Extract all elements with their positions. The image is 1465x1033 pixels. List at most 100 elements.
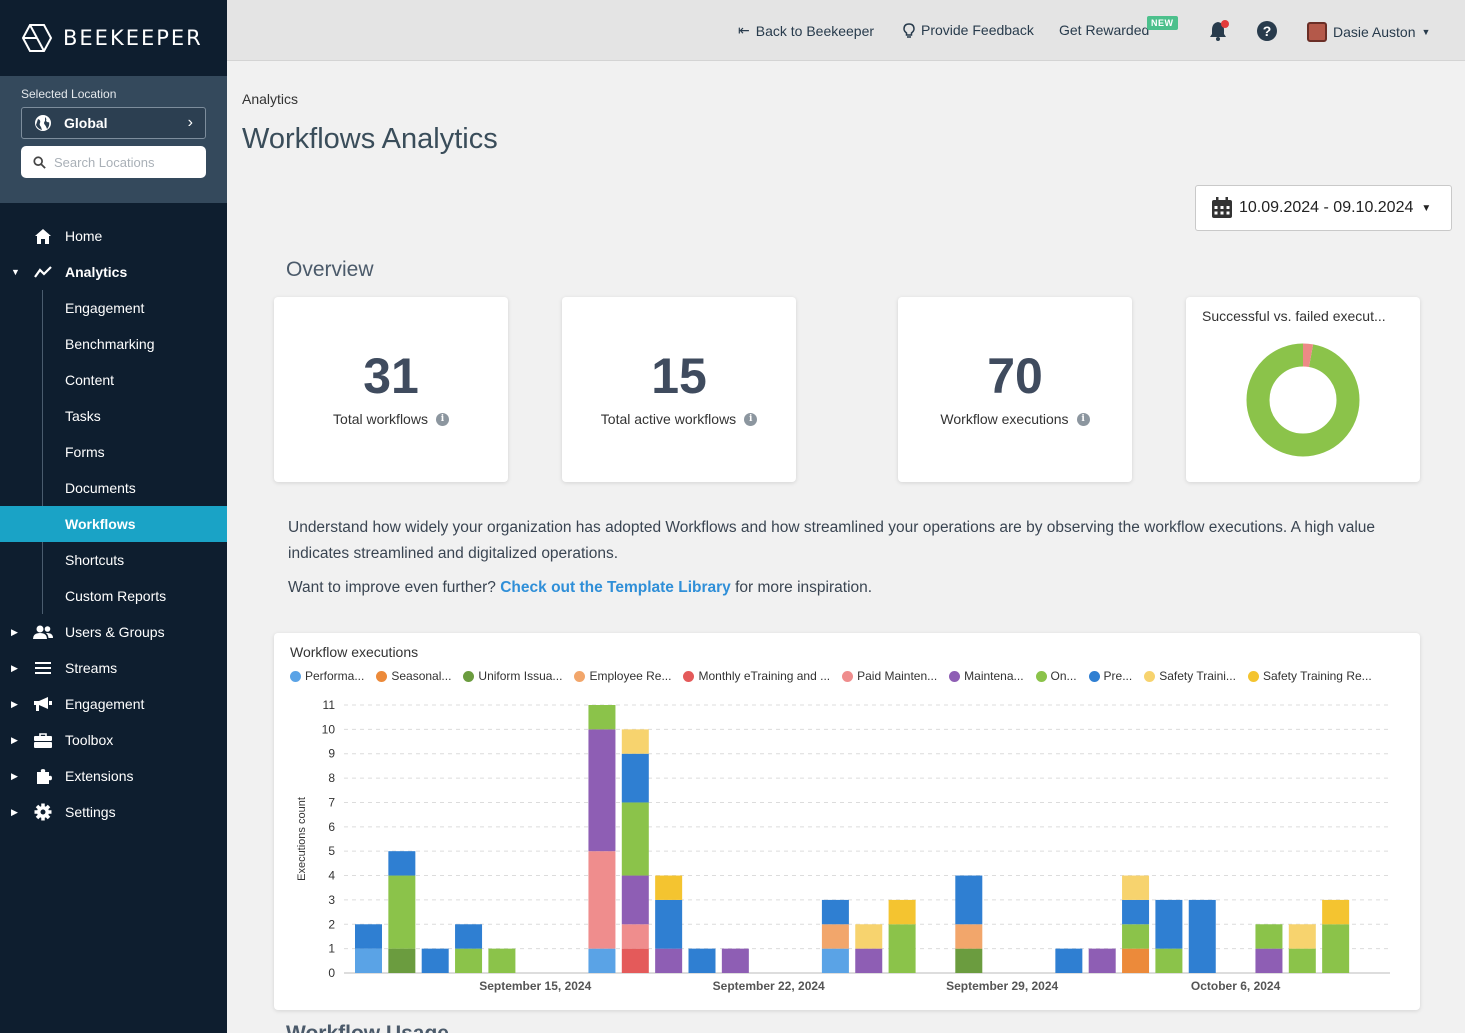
sidebar-subitem-workflows[interactable]: Workflows <box>0 506 227 542</box>
bar-segment[interactable] <box>588 729 616 852</box>
bar-segment[interactable] <box>1155 899 1183 949</box>
sidebar-item-settings[interactable]: ▶ Settings <box>0 794 227 830</box>
bar-segment[interactable] <box>388 948 416 973</box>
sidebar-item-engagement[interactable]: ▶ Engagement <box>0 686 227 722</box>
bar-segment[interactable] <box>955 948 983 973</box>
sidebar-item-home[interactable]: Home <box>0 218 227 254</box>
sidebar-item-users-groups[interactable]: ▶ Users & Groups <box>0 614 227 650</box>
breadcrumb[interactable]: Analytics <box>242 91 299 107</box>
sidebar-subitem-forms[interactable]: Forms <box>0 434 227 470</box>
bar-segment[interactable] <box>355 924 382 949</box>
sidebar-item-streams[interactable]: ▶ Streams <box>0 650 227 686</box>
donut-slice-successful[interactable] <box>1246 343 1360 457</box>
bar-segment[interactable] <box>1055 948 1083 973</box>
legend-item[interactable]: Maintena... <box>949 668 1024 684</box>
bar-segment[interactable] <box>588 705 616 730</box>
legend-item[interactable]: Pre... <box>1088 668 1132 684</box>
bar-segment[interactable] <box>1288 924 1316 949</box>
bar-segment[interactable] <box>421 948 449 973</box>
bar-segment[interactable] <box>1322 924 1350 973</box>
info-icon[interactable]: i <box>435 412 449 426</box>
bar-segment[interactable] <box>1188 899 1216 973</box>
sidebar-subitem-documents[interactable]: Documents <box>0 470 227 506</box>
bar-segment[interactable] <box>621 948 649 973</box>
bar-segment[interactable] <box>655 899 683 949</box>
bar-segment[interactable] <box>621 753 649 803</box>
improve-prefix: Want to improve even further? <box>288 579 496 596</box>
sidebar-subitem-content[interactable]: Content <box>0 362 227 398</box>
sidebar-item-toolbox[interactable]: ▶ Toolbox <box>0 722 227 758</box>
legend-item[interactable]: Employee Re... <box>574 668 671 684</box>
legend-item[interactable]: On... <box>1035 668 1077 684</box>
bar-segment[interactable] <box>655 948 683 973</box>
bar-segment[interactable] <box>888 924 916 973</box>
bar-segment[interactable] <box>621 924 649 949</box>
bar-segment[interactable] <box>1122 875 1150 900</box>
date-range-picker[interactable]: 10.09.2024 - 09.10.2024 ▼ <box>1195 185 1452 231</box>
bar-segment[interactable] <box>588 948 616 973</box>
bar-segment[interactable] <box>655 875 683 900</box>
legend-item[interactable]: Uniform Issua... <box>463 668 562 684</box>
bar-segment[interactable] <box>388 875 416 949</box>
bar-segment[interactable] <box>721 948 749 973</box>
legend-item[interactable]: Seasonal... <box>376 668 451 684</box>
bar-segment[interactable] <box>355 948 382 973</box>
sidebar-item-extensions[interactable]: ▶ Extensions <box>0 758 227 794</box>
bar-segment[interactable] <box>821 948 849 973</box>
legend-item[interactable]: Safety Training Re... <box>1247 668 1372 684</box>
legend-item[interactable]: Monthly eTraining and ... <box>683 668 830 684</box>
bar-segment[interactable] <box>588 851 616 949</box>
notifications-button[interactable] <box>1208 20 1230 47</box>
bar-segment[interactable] <box>821 899 849 925</box>
template-library-link[interactable]: Check out the Template Library <box>500 579 731 596</box>
bar-segment[interactable] <box>1288 948 1316 973</box>
success-failed-donut[interactable] <box>1186 297 1420 482</box>
bar-segment[interactable] <box>1255 948 1283 973</box>
bar-segment[interactable] <box>1122 899 1150 925</box>
bar-segment[interactable] <box>621 875 649 925</box>
user-menu[interactable]: Dasie Auston ▼ <box>1307 22 1430 42</box>
sidebar-subitem-custom-reports[interactable]: Custom Reports <box>0 578 227 614</box>
back-to-beekeeper-link[interactable]: ⇤ Back to Beekeeper <box>738 22 874 39</box>
help-button[interactable]: ? <box>1257 21 1277 46</box>
bar-segment[interactable] <box>1155 948 1183 973</box>
bar-segment[interactable] <box>855 948 883 973</box>
bar-segment[interactable] <box>955 924 983 949</box>
sidebar-subitem-benchmarking[interactable]: Benchmarking <box>0 326 227 362</box>
location-search-input[interactable] <box>54 154 194 170</box>
workflow-executions-chart: 0 1 2 3 4 5 6 7 8 9 10 11 Executions count September … <box>296 698 1390 993</box>
bar-segment[interactable] <box>1322 899 1350 925</box>
subitem-label: Workflows <box>65 516 136 532</box>
sidebar-item-analytics[interactable]: ▼ Analytics <box>0 254 227 290</box>
donut-slice-failed[interactable] <box>1246 343 1360 457</box>
get-rewarded-link[interactable]: Get Rewarded <box>1059 22 1149 38</box>
sidebar-subitem-tasks[interactable]: Tasks <box>0 398 227 434</box>
bar-segment[interactable] <box>688 948 716 973</box>
bar-segment[interactable] <box>455 924 483 949</box>
location-search[interactable] <box>21 146 206 178</box>
bar-segment[interactable] <box>955 875 983 925</box>
bar-segment[interactable] <box>388 851 416 876</box>
legend-item[interactable]: Safety Traini... <box>1144 668 1236 684</box>
subitem-label: Content <box>65 372 115 388</box>
bar-segment[interactable] <box>621 729 649 754</box>
info-icon[interactable]: i <box>744 412 758 426</box>
sidebar-subitem-shortcuts[interactable]: Shortcuts <box>0 542 227 578</box>
bar-segment[interactable] <box>1255 924 1283 949</box>
bar-segment[interactable] <box>621 802 649 876</box>
bar-segment[interactable] <box>855 924 883 949</box>
bar-segment[interactable] <box>1122 924 1150 949</box>
bar-segment[interactable] <box>488 948 516 973</box>
bar-segment[interactable] <box>888 899 916 925</box>
legend-item[interactable]: Paid Mainten... <box>842 668 937 684</box>
bar-segment[interactable] <box>821 924 849 949</box>
provide-feedback-link[interactable]: Provide Feedback <box>903 22 1034 38</box>
bar-segment[interactable] <box>455 948 483 973</box>
info-icon[interactable]: i <box>1076 412 1090 426</box>
bar-segment[interactable] <box>1122 948 1150 973</box>
bar-segment[interactable] <box>1088 948 1116 973</box>
sidebar-subitem-engagement[interactable]: Engagement <box>0 290 227 326</box>
legend-item[interactable]: Performa... <box>290 668 364 684</box>
location-selector[interactable]: Global › <box>21 107 206 139</box>
logo[interactable]: BEEKEEPER <box>0 0 227 76</box>
